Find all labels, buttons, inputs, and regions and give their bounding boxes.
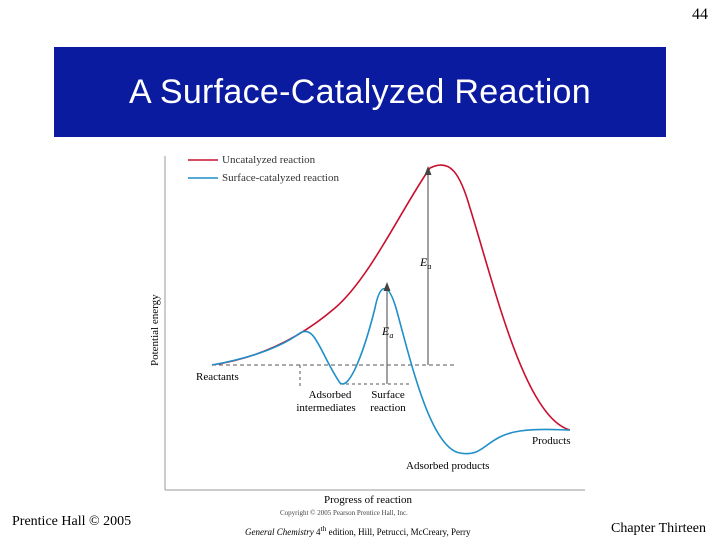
footer-chapter: Chapter Thirteen	[611, 521, 706, 536]
footer-publisher: Prentice Hall © 2005	[12, 514, 132, 529]
products-label: Products	[532, 435, 571, 447]
y-axis-label: Potential energy	[149, 294, 161, 366]
footer-edition-number: 4	[313, 527, 321, 537]
title-banner: A Surface-Catalyzed Reaction	[54, 47, 666, 137]
catalyzed-curve	[211, 287, 571, 455]
adsorbed-intermediates-label-1: Adsorbed	[309, 389, 352, 401]
adsorbed-intermediates-label-2: intermediates	[296, 402, 355, 414]
surface-reaction-label-1: Surface	[371, 389, 405, 401]
x-axis-label: Progress of reaction	[324, 494, 412, 506]
footer-book-title: General Chemistry	[245, 527, 314, 537]
reactants-label: Reactants	[196, 371, 239, 383]
surface-reaction-label-2: reaction	[370, 402, 406, 414]
adsorbed-products-label: Adsorbed products	[406, 460, 489, 472]
uncatalyzed-curve	[211, 164, 571, 431]
page-number: 44	[692, 6, 708, 23]
footer-citation: General Chemistry 4th edition, Hill, Pet…	[245, 524, 470, 537]
ea-catalyzed-label: Ea	[381, 324, 393, 340]
legend-label-uncatalyzed: Uncatalyzed reaction	[222, 154, 316, 166]
energy-diagram: Potential energy Uncatalyzed reaction Su…	[140, 148, 590, 523]
legend-label-catalyzed: Surface-catalyzed reaction	[222, 172, 339, 184]
footer-authors: edition, Hill, Petrucci, McCreary, Perry	[326, 527, 471, 537]
energy-diagram-svg: Potential energy Uncatalyzed reaction Su…	[149, 154, 585, 517]
figure-copyright: Copyright © 2005 Pearson Prentice Hall, …	[280, 509, 408, 517]
slide-title: A Surface-Catalyzed Reaction	[129, 72, 591, 111]
footer-edition-suffix: th	[320, 524, 327, 533]
ea-uncatalyzed-arrowhead	[424, 166, 432, 175]
ea-catalyzed-arrowhead	[383, 282, 391, 291]
ea-uncatalyzed-label: Ea	[419, 255, 431, 271]
